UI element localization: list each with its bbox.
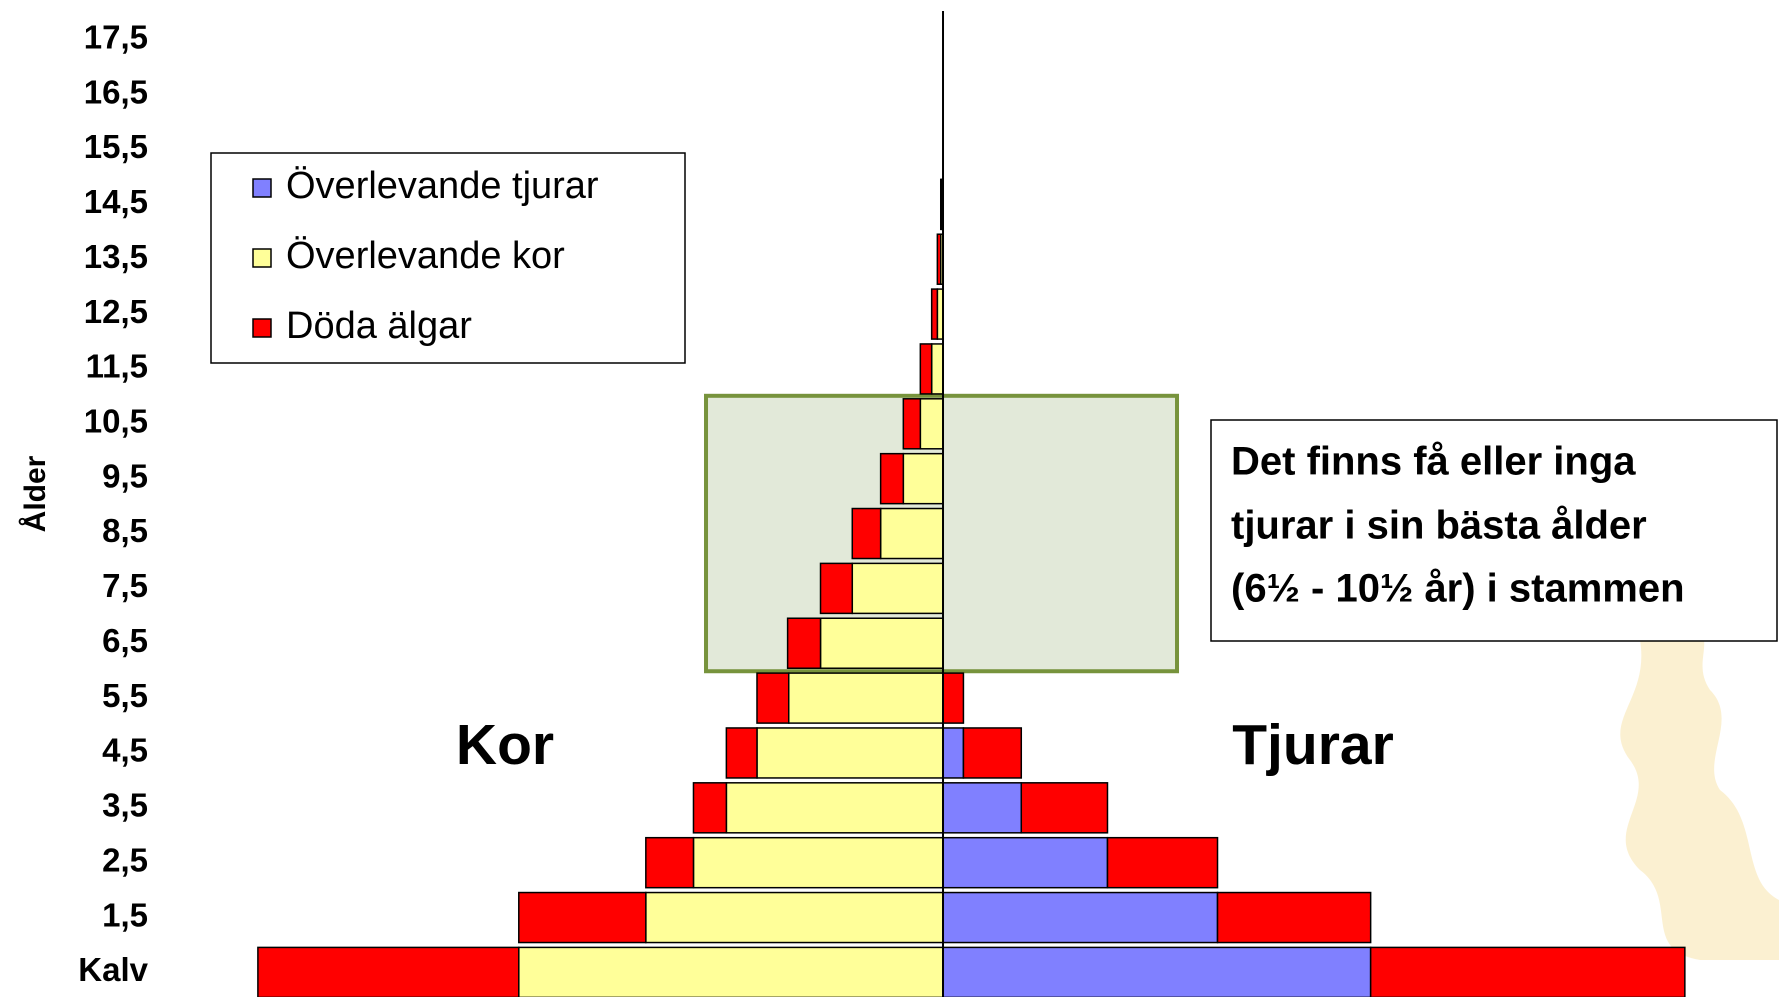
right-label: Tjurar — [1232, 713, 1394, 777]
chart: Ålder Kor Tjurar Det finns få eller inga… — [0, 0, 1779, 997]
y-tick-label: 12,5 — [84, 293, 148, 330]
bar — [943, 947, 1371, 997]
y-tick-label: 2,5 — [102, 841, 148, 878]
bar — [943, 728, 963, 778]
annotation-line: (6½ - 10½ år) i stammen — [1231, 567, 1685, 611]
bar — [943, 893, 1218, 943]
bar — [693, 783, 726, 833]
bar — [693, 838, 943, 888]
bar — [932, 344, 943, 394]
bar — [1107, 838, 1217, 888]
bar — [943, 783, 1021, 833]
bar — [852, 563, 943, 613]
legend-label: Överlevande tjurar — [286, 165, 599, 207]
legend-swatch — [253, 319, 271, 337]
bar — [920, 399, 943, 449]
bar — [519, 893, 646, 943]
y-tick-label: 9,5 — [102, 457, 148, 494]
bar — [821, 563, 853, 613]
y-axis-label: Ålder — [19, 455, 52, 532]
y-tick-label: Kalv — [78, 951, 148, 988]
bar — [646, 838, 694, 888]
y-tick-label: 6,5 — [102, 622, 148, 659]
bar — [726, 783, 943, 833]
bar — [519, 947, 943, 997]
bar — [789, 673, 943, 723]
y-tick-label: 8,5 — [102, 512, 148, 549]
annotation-line: tjurar i sin bästa ålder — [1231, 504, 1647, 548]
bar — [1371, 947, 1685, 997]
bar — [920, 344, 931, 394]
bar — [963, 728, 1021, 778]
bar — [852, 509, 880, 559]
bar — [881, 509, 943, 559]
bar — [258, 947, 519, 997]
legend-label: Överlevande kor — [286, 235, 565, 277]
bar — [932, 289, 938, 339]
bar — [937, 234, 940, 284]
y-tick-label: 7,5 — [102, 567, 148, 604]
bar — [943, 673, 963, 723]
bar — [1218, 893, 1371, 943]
bar — [726, 728, 757, 778]
y-tick-label: 17,5 — [84, 18, 148, 55]
bar — [757, 728, 943, 778]
bar — [757, 673, 789, 723]
watermark — [1620, 620, 1779, 960]
legend-swatch — [253, 249, 271, 267]
legend-swatch — [253, 179, 271, 197]
bar — [1021, 783, 1107, 833]
left-label: Kor — [456, 713, 554, 777]
y-tick-label: 14,5 — [84, 183, 148, 220]
y-tick-label: 10,5 — [84, 403, 148, 440]
bar — [943, 838, 1107, 888]
y-tick-label: 15,5 — [84, 128, 148, 165]
bar — [941, 179, 942, 229]
bar — [903, 399, 920, 449]
y-tick-label: 16,5 — [84, 73, 148, 110]
y-tick-label: 13,5 — [84, 238, 148, 275]
y-tick-label: 1,5 — [102, 896, 148, 933]
bar — [646, 893, 943, 943]
annotation-line: Det finns få eller inga — [1231, 440, 1636, 484]
y-tick-label: 4,5 — [102, 732, 148, 769]
y-tick-label: 3,5 — [102, 787, 148, 824]
legend-label: Döda älgar — [286, 305, 472, 347]
y-tick-label: 5,5 — [102, 677, 148, 714]
bar — [881, 454, 904, 504]
bar — [821, 618, 944, 668]
bar — [903, 454, 943, 504]
y-tick-label: 11,5 — [86, 348, 148, 385]
bar — [788, 618, 821, 668]
